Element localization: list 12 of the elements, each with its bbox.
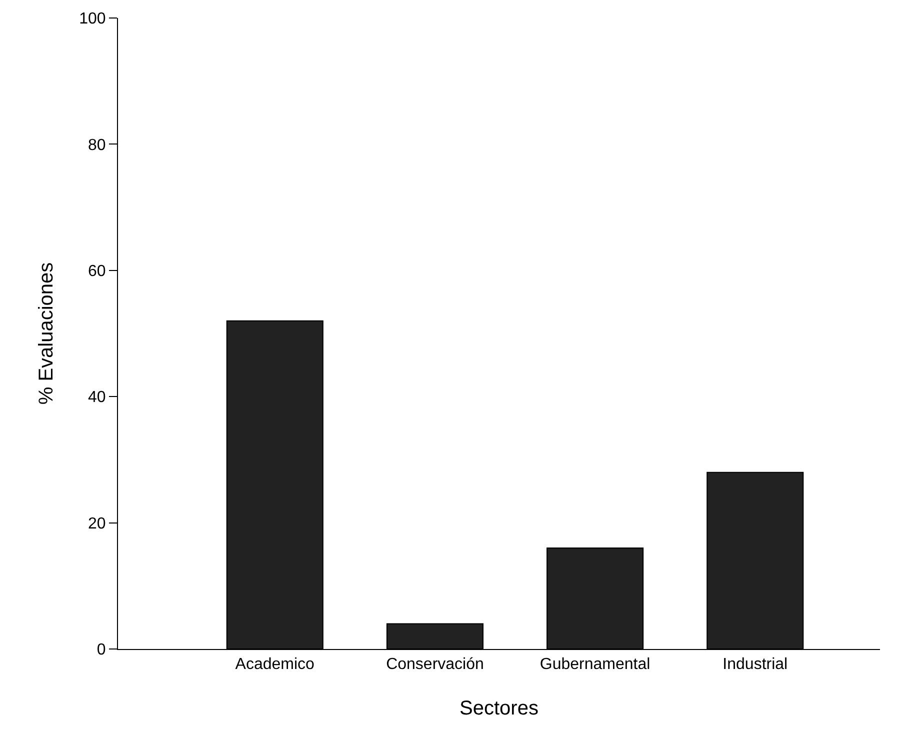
y-axis-title: % Evaluaciones bbox=[36, 262, 58, 405]
y-tick-label: 60 bbox=[88, 263, 106, 280]
y-tick-label: 100 bbox=[79, 10, 106, 28]
x-axis-title: Sectores bbox=[460, 698, 538, 720]
x-tick-label: Academico bbox=[235, 656, 315, 674]
y-tick-label: 80 bbox=[88, 136, 106, 154]
x-tick-label: Industrial bbox=[722, 656, 788, 674]
y-tick-label: 0 bbox=[96, 642, 106, 659]
x-tick-label: Gubernamental bbox=[540, 656, 650, 674]
y-tick-label: 20 bbox=[88, 515, 106, 532]
y-tick-label: 40 bbox=[88, 389, 106, 406]
x-tick-label: Conservación bbox=[386, 656, 484, 674]
